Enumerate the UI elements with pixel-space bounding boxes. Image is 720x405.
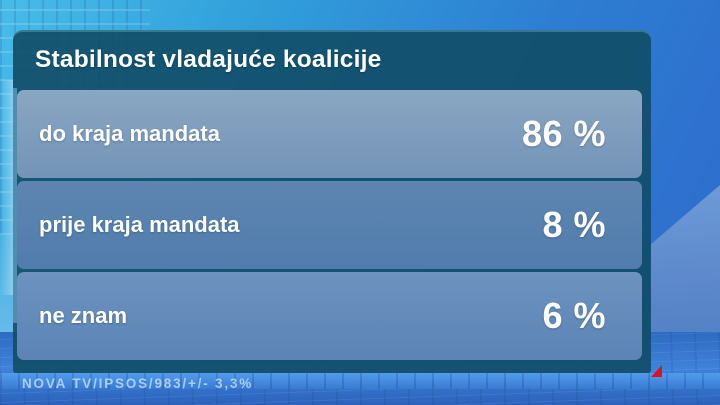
result-row: prije kraja mandata 8 % bbox=[17, 181, 642, 269]
result-row: do kraja mandata 86 % bbox=[17, 90, 642, 178]
background-wall-highlight bbox=[0, 80, 13, 295]
result-value: 6 % bbox=[542, 295, 606, 336]
result-label: do kraja mandata bbox=[39, 121, 220, 146]
results-list: do kraja mandata 86 % prije kraja mandat… bbox=[17, 90, 642, 360]
background-bright-band bbox=[0, 373, 720, 389]
result-label: ne znam bbox=[39, 303, 128, 328]
result-value: 8 % bbox=[542, 204, 606, 245]
panel-edge-highlight bbox=[13, 88, 17, 323]
red-corner-accent bbox=[651, 365, 662, 377]
poll-results-panel: Stabilnost vladajuće koalicije do kraja … bbox=[13, 30, 651, 373]
result-row: ne znam 6 % bbox=[17, 272, 642, 360]
result-value: 86 % bbox=[521, 113, 606, 154]
source-caption: NOVA TV/IPSOS/983/+/- 3,3% bbox=[22, 376, 253, 391]
result-label: prije kraja mandata bbox=[39, 212, 240, 237]
panel-title: Stabilnost vladajuće koalicije bbox=[35, 46, 382, 73]
